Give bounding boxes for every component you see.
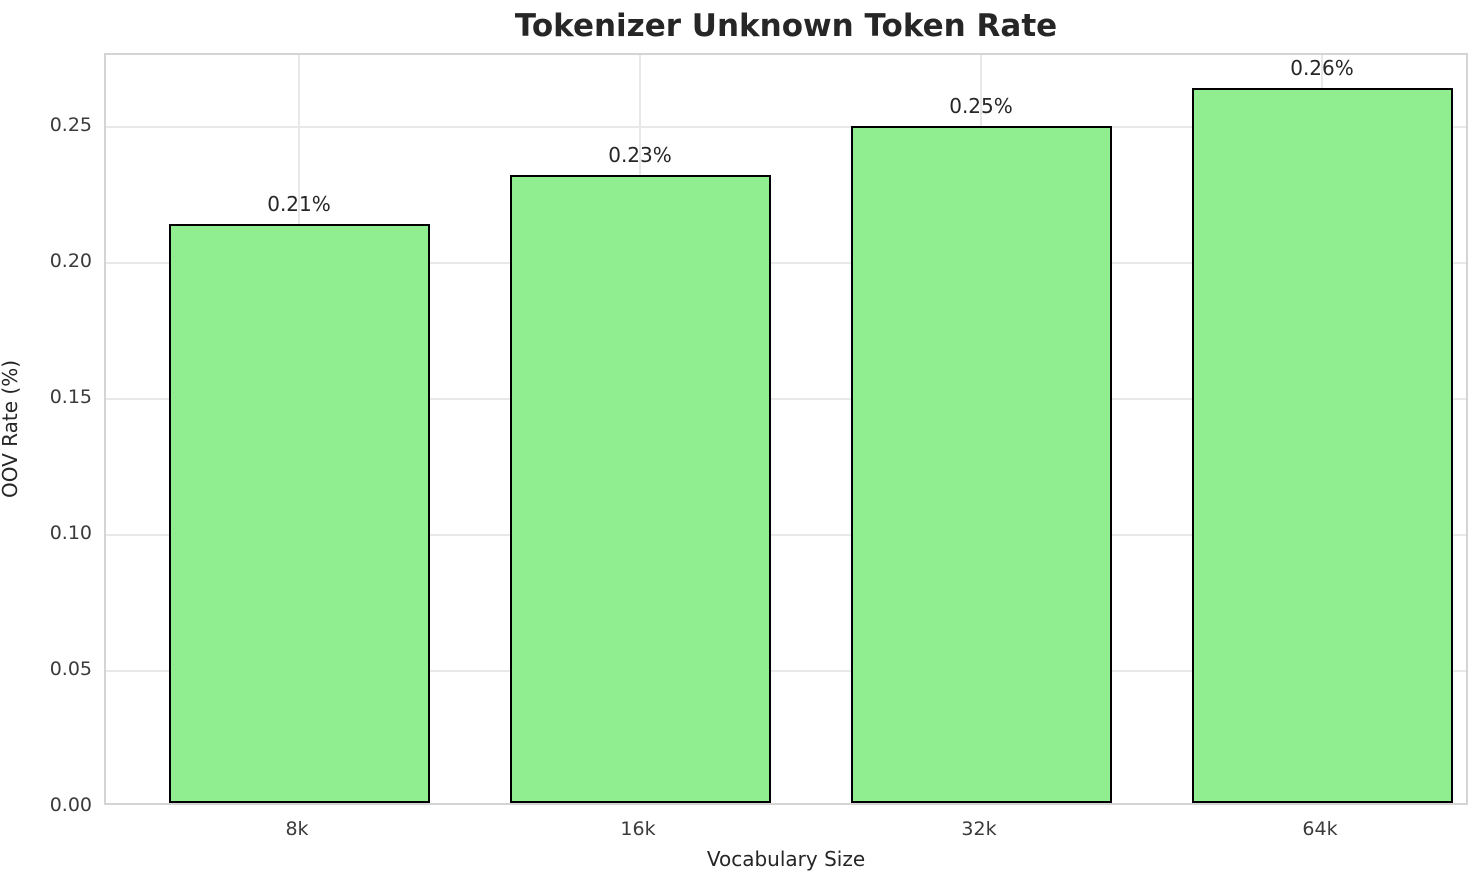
bar-64k bbox=[1192, 88, 1453, 803]
y-tick-label: 0.00 bbox=[49, 794, 92, 816]
bar-8k bbox=[169, 224, 430, 803]
y-tick-label: 0.10 bbox=[49, 522, 92, 545]
y-tick-label: 0.20 bbox=[49, 250, 92, 273]
y-gridline bbox=[106, 262, 1466, 265]
y-tick-label: 0.25 bbox=[49, 114, 92, 137]
bar-value-label: 0.25% bbox=[949, 94, 1013, 118]
y-gridline bbox=[106, 398, 1466, 401]
y-axis-label: OOV Rate (%) bbox=[0, 360, 22, 498]
y-gridline bbox=[106, 126, 1466, 129]
bar-value-label: 0.21% bbox=[267, 192, 331, 216]
bar-value-label: 0.26% bbox=[1290, 56, 1354, 80]
y-gridline bbox=[106, 670, 1466, 672]
plot-area: 0.21% 0.23% 0.25% 0.26% bbox=[104, 53, 1468, 805]
x-axis-label: Vocabulary Size bbox=[706, 847, 866, 871]
y-gridline bbox=[106, 534, 1466, 537]
x-tick-label: 32k bbox=[961, 818, 997, 840]
y-tick-label: 0.15 bbox=[49, 386, 92, 409]
x-tick-label: 16k bbox=[620, 818, 656, 840]
bar-32k bbox=[851, 126, 1112, 803]
chart-title: Tokenizer Unknown Token Rate bbox=[514, 8, 1058, 44]
x-tick-label: 8k bbox=[285, 818, 309, 840]
bar-value-label: 0.23% bbox=[608, 143, 672, 167]
bar-16k bbox=[510, 175, 771, 803]
y-tick-label: 0.05 bbox=[49, 658, 92, 680]
x-tick-label: 64k bbox=[1302, 818, 1338, 840]
